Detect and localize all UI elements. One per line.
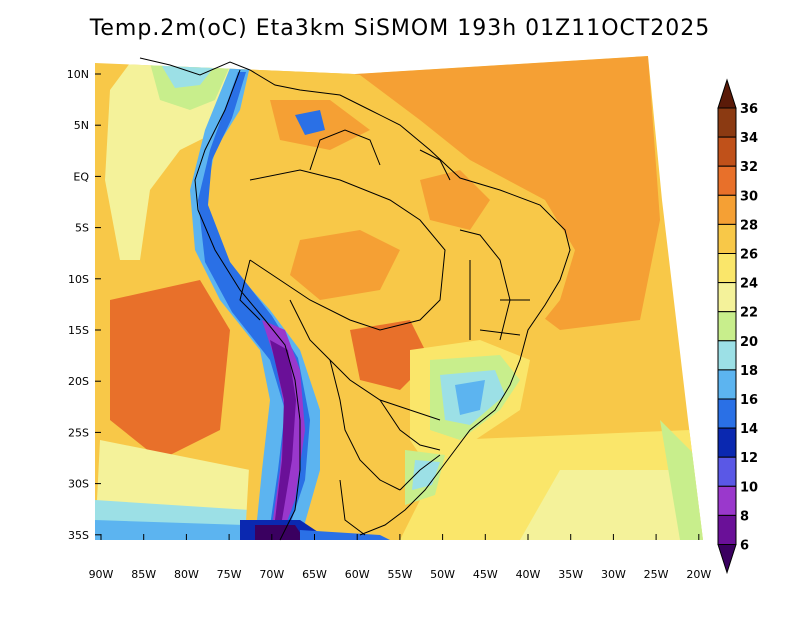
- lat-tick-label: 15S: [68, 324, 89, 337]
- lon-tick-label: 40W: [516, 568, 541, 581]
- colorbar-arrow-bottom: [717, 544, 737, 575]
- colorbar-label: 14: [740, 422, 758, 437]
- colorbar-swatch: [717, 369, 737, 400]
- colorbar-label: 16: [740, 393, 758, 408]
- temperature-field: [95, 56, 703, 540]
- colorbar-label: 22: [740, 306, 758, 321]
- colorbar-label: 26: [740, 248, 758, 263]
- colorbar-swatch: [717, 223, 737, 254]
- colorbar-label: 34: [740, 131, 758, 146]
- lon-tick-label: 35W: [558, 568, 583, 581]
- lat-tick-label: 30S: [68, 478, 89, 491]
- map-title: Temp.2m(oC) Eta3km SiSMOM 193h 01Z11OCT2…: [89, 16, 711, 41]
- lon-tick-label: 75W: [217, 568, 242, 581]
- colorbar-label: 6: [740, 539, 749, 554]
- colorbar-swatch: [717, 427, 737, 458]
- lon-tick-label: 55W: [387, 568, 412, 581]
- lat-tick-label: 25S: [68, 426, 89, 439]
- colorbar-label: 10: [740, 480, 758, 495]
- colorbar-swatch: [717, 165, 737, 196]
- colorbar-label: 12: [740, 451, 758, 466]
- coastlines-borders: [139, 57, 571, 541]
- lon-tick-label: 25W: [644, 568, 669, 581]
- lat-tick-label: 5S: [75, 222, 89, 235]
- lon-tick-label: 80W: [174, 568, 199, 581]
- colorbar-swatch: [717, 398, 737, 429]
- lon-tick-label: 85W: [131, 568, 156, 581]
- colorbar-label: 32: [740, 160, 758, 175]
- lon-tick-label: 65W: [302, 568, 327, 581]
- colorbar-swatch: [717, 282, 737, 313]
- lon-tick-label: 70W: [259, 568, 284, 581]
- colorbar-swatch: [717, 340, 737, 371]
- colorbar-label: 8: [740, 509, 749, 524]
- lat-tick-label: 35S: [68, 529, 89, 542]
- colorbar-swatch: [717, 514, 737, 546]
- colorbar-label: 30: [740, 189, 758, 204]
- lon-tick-label: 30W: [601, 568, 626, 581]
- colorbar-label: 36: [740, 102, 758, 117]
- colorbar-label: 20: [740, 335, 758, 350]
- colorbar-label: 28: [740, 218, 758, 233]
- longitude-axis: 90W 85W 80W 75W 70W 65W 60W 55W 50W 45W 40W 35W 30W 2…: [89, 534, 711, 581]
- latitude-axis: 10N 5N EQ 5S 10S 15S 20S 25S 30S 35S: [67, 68, 101, 542]
- colorbar-swatch: [717, 253, 737, 284]
- lat-tick-label: 5N: [74, 119, 89, 132]
- colorbar-swatch: [717, 136, 737, 167]
- colorbar-label: 18: [740, 364, 758, 379]
- lat-tick-label: 20S: [68, 375, 89, 388]
- lon-tick-label: 50W: [430, 568, 455, 581]
- colorbar-swatch: [717, 194, 737, 225]
- lat-tick-label: 10N: [67, 68, 89, 81]
- lon-tick-label: 90W: [89, 568, 114, 581]
- colorbar-swatch: [717, 485, 737, 516]
- lon-tick-label: 60W: [345, 568, 370, 581]
- colorbar-swatch: [717, 107, 737, 138]
- colorbar-swatch: [717, 311, 737, 342]
- colorbar-legend: 36 34 32 30 28 26 24 22 20 18 16 14 12 10 8 6: [717, 78, 758, 575]
- lon-tick-label: 20W: [686, 568, 711, 581]
- colorbar-label: 24: [740, 277, 758, 292]
- lat-tick-label: EQ: [73, 170, 89, 183]
- colorbar-swatch: [717, 456, 737, 487]
- lat-tick-label: 10S: [68, 273, 89, 286]
- lon-tick-label: 45W: [473, 568, 498, 581]
- colorbar-arrow-top: [717, 78, 737, 109]
